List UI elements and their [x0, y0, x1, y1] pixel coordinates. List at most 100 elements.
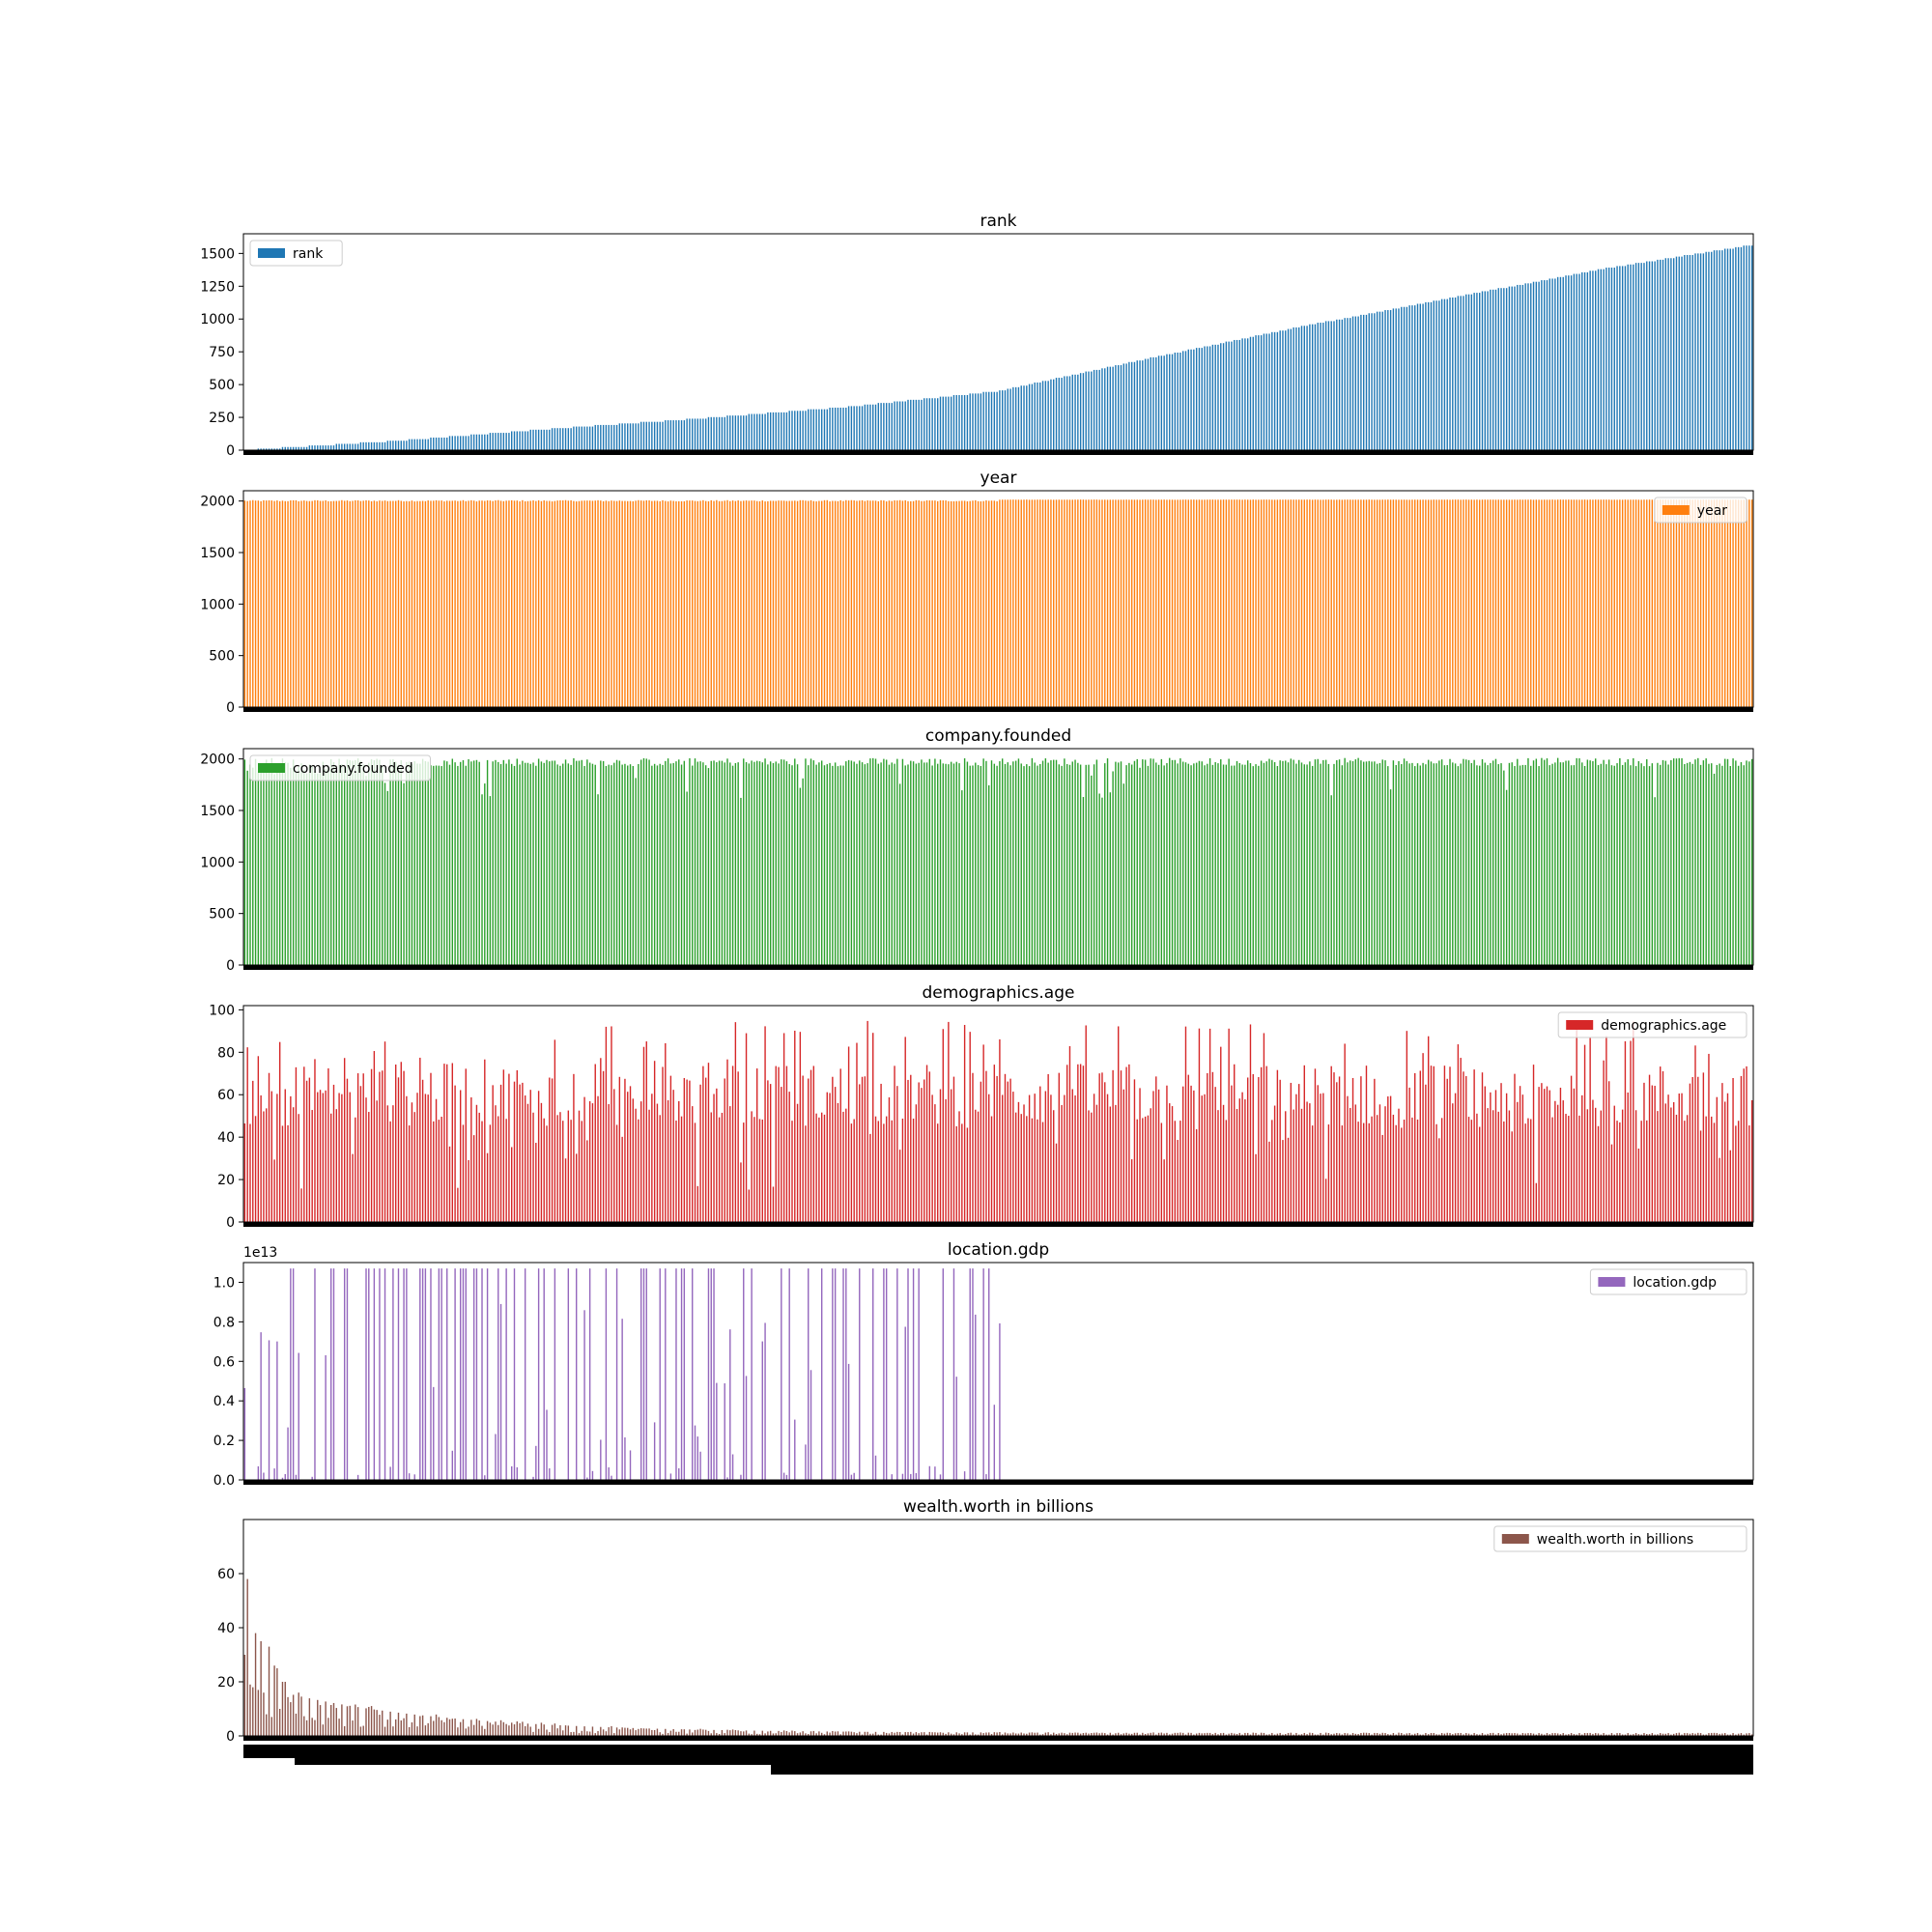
bar — [1438, 499, 1440, 707]
bar — [457, 1187, 459, 1222]
bar — [1737, 1121, 1740, 1222]
bar — [778, 500, 780, 707]
bar — [287, 1124, 289, 1222]
bar — [1634, 766, 1637, 965]
bar — [1457, 1733, 1460, 1736]
bar — [1678, 499, 1680, 707]
bar — [1198, 760, 1201, 965]
bar — [1195, 348, 1198, 450]
bar — [950, 396, 952, 450]
bar — [295, 446, 298, 450]
bar — [718, 1734, 721, 1736]
bar — [1514, 766, 1516, 965]
bar — [379, 759, 381, 965]
bar — [743, 415, 745, 450]
bar — [570, 1732, 572, 1736]
bar — [317, 499, 319, 707]
bar — [1314, 499, 1317, 707]
bar — [1201, 1095, 1203, 1222]
bar — [1222, 764, 1225, 965]
bar — [1449, 1733, 1451, 1736]
bar — [1306, 1734, 1308, 1736]
bar — [591, 426, 594, 450]
bar — [785, 500, 788, 707]
bar — [1371, 499, 1373, 707]
bar — [1214, 762, 1216, 965]
bar — [1473, 759, 1475, 965]
bar — [1327, 321, 1330, 450]
bar — [578, 760, 581, 965]
bar — [1401, 499, 1403, 707]
bar — [1643, 499, 1645, 707]
bar — [699, 418, 701, 450]
bar — [1387, 1734, 1389, 1736]
bar — [430, 1268, 432, 1480]
bar — [975, 1734, 977, 1736]
bar — [796, 764, 799, 965]
bar — [570, 1120, 572, 1222]
bar — [1630, 264, 1632, 450]
bar — [591, 1103, 594, 1222]
bar — [1460, 296, 1462, 450]
bar — [1470, 1120, 1473, 1222]
bar — [1613, 499, 1615, 707]
bar — [1115, 365, 1117, 450]
bar — [1360, 1076, 1362, 1222]
bar — [403, 440, 405, 450]
bar — [365, 776, 367, 965]
bar — [692, 765, 694, 965]
bar — [1026, 764, 1028, 965]
bar — [1494, 1090, 1497, 1222]
bar — [782, 759, 785, 965]
bar — [834, 1731, 837, 1736]
bar — [600, 500, 602, 707]
bar — [982, 500, 984, 707]
bar — [1314, 759, 1317, 965]
bar — [850, 406, 853, 450]
bar — [1120, 761, 1122, 965]
bar — [551, 428, 554, 450]
bar — [416, 439, 418, 450]
bar — [726, 415, 728, 450]
bar — [1586, 271, 1589, 450]
bar — [1171, 354, 1174, 450]
bar — [969, 500, 971, 707]
bar — [1530, 1119, 1532, 1222]
bar — [948, 1021, 950, 1222]
bar — [597, 1095, 599, 1222]
bar — [1684, 763, 1686, 965]
bar — [1041, 760, 1044, 965]
bar — [753, 761, 755, 965]
bar — [1125, 363, 1127, 450]
bar — [478, 434, 480, 450]
bar — [1071, 1732, 1073, 1736]
bar — [1282, 760, 1284, 965]
bar — [1517, 284, 1519, 450]
bar — [918, 399, 920, 450]
bar — [939, 1089, 942, 1222]
bar — [308, 764, 311, 965]
bar — [694, 1425, 696, 1480]
bar — [457, 1727, 459, 1736]
bar — [513, 500, 516, 707]
bar — [1347, 762, 1349, 965]
bar — [716, 1088, 718, 1222]
bar — [1535, 1734, 1538, 1736]
bar — [578, 500, 581, 707]
bar — [408, 1726, 411, 1736]
bar — [1568, 1116, 1570, 1222]
bar — [963, 394, 966, 450]
bar — [1605, 499, 1607, 707]
bar — [392, 758, 394, 965]
panel-title: location.gdp — [948, 1240, 1049, 1260]
bar — [1449, 297, 1451, 450]
bar — [549, 1732, 551, 1736]
bar — [869, 1133, 871, 1222]
bar — [1085, 1732, 1087, 1736]
y-tick-label: 0.0 — [213, 1473, 235, 1489]
bar — [1001, 390, 1004, 450]
bar — [683, 500, 686, 707]
bar — [1743, 765, 1745, 965]
bar — [1324, 759, 1327, 965]
bar — [356, 443, 359, 450]
